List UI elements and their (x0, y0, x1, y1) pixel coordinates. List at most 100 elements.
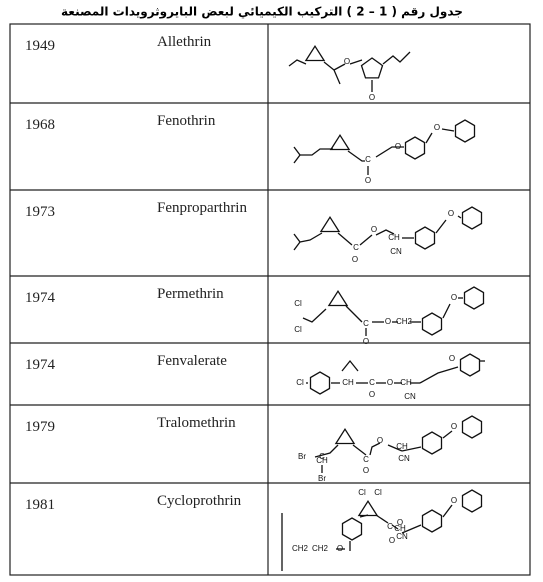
bond (442, 303, 451, 319)
atom-label: O (451, 496, 457, 505)
bond (414, 226, 436, 250)
year: 1973 (25, 204, 55, 220)
atom-label: O (395, 142, 401, 151)
bond (421, 312, 443, 336)
bond (349, 59, 363, 65)
bond (323, 61, 341, 85)
atom-label: O (387, 378, 393, 387)
bond (442, 504, 453, 518)
bond (442, 430, 453, 439)
bond (457, 215, 462, 219)
bond (345, 305, 363, 323)
bond (352, 444, 367, 456)
bond (463, 286, 485, 310)
atom-label: Cl (296, 378, 304, 387)
year: 1968 (25, 117, 55, 133)
bond (375, 146, 404, 158)
year: 1981 (25, 497, 55, 513)
atom-label: C (363, 455, 369, 464)
compound-name: Fenothrin (157, 113, 216, 129)
atom-label: O (344, 57, 350, 66)
atom-label: O (448, 209, 454, 218)
atom-label: O (434, 123, 440, 132)
structure: OO (288, 44, 411, 102)
compound-name: Tralomethrin (157, 415, 236, 431)
year: 1949 (25, 38, 55, 54)
atom-label: O (369, 390, 375, 399)
bond (461, 206, 483, 230)
atom-label: O (449, 354, 455, 363)
atom-label: CH (388, 233, 400, 242)
atom-label: O (369, 93, 375, 102)
atom-label: C (363, 319, 369, 328)
atom-label: O (451, 293, 457, 302)
bond (404, 136, 426, 160)
year: 1974 (25, 290, 56, 306)
bond (459, 353, 481, 377)
atom-label: CH (394, 524, 406, 533)
compound-name: Fenvalerate (157, 353, 227, 369)
atom-label: C (369, 378, 375, 387)
bond (309, 371, 331, 395)
bond (329, 133, 351, 151)
bond (387, 444, 403, 452)
atom-label: C (387, 522, 393, 531)
compound-name: Fenproparthrin (157, 200, 247, 216)
bond (314, 444, 339, 458)
bond (454, 119, 476, 143)
bond (337, 232, 353, 246)
bond (421, 509, 443, 533)
atom-label: O (337, 544, 343, 553)
atom-label: Br (298, 452, 306, 461)
bond (359, 234, 373, 246)
bond (304, 44, 326, 62)
atom-label: O (389, 536, 395, 545)
bond (341, 517, 363, 541)
atom-label: CH (400, 378, 412, 387)
bond (401, 524, 422, 534)
bond (299, 232, 323, 243)
bond (300, 148, 333, 156)
atom-label: CH2 (292, 544, 309, 553)
structure: C O O O (293, 119, 476, 185)
atom-label: C (365, 155, 371, 164)
bond (333, 63, 346, 71)
atom-label: CH (342, 378, 354, 387)
bond (375, 229, 395, 236)
atom-label: Cl (374, 488, 382, 497)
bond (461, 415, 483, 439)
bond (375, 514, 389, 524)
bond (293, 154, 301, 164)
atom-label: O (377, 436, 383, 445)
atom-label: O (363, 337, 369, 346)
bond (359, 514, 369, 518)
atom-label: C (319, 452, 325, 461)
atom-label: CN (398, 454, 410, 463)
bond (441, 128, 455, 132)
atom-label: O (385, 317, 391, 326)
year: 1979 (25, 419, 55, 435)
atom-label: CN (390, 247, 402, 256)
bond (347, 150, 365, 162)
bond (293, 241, 301, 251)
bond (357, 499, 379, 517)
bond (319, 215, 341, 233)
atom-label: O (371, 225, 377, 234)
compound-name: Cycloprothrin (157, 493, 242, 509)
atom-label: Cl (358, 488, 366, 497)
bond (293, 233, 301, 243)
atom-label: O (397, 518, 403, 527)
atom-label: C (353, 243, 359, 252)
bond (341, 359, 359, 372)
compound-name: Allethrin (157, 34, 212, 50)
atom-label: O (451, 422, 457, 431)
atom-label: CH2 (312, 544, 329, 553)
atom-label: CN (404, 392, 416, 401)
atom-label: Cl (294, 299, 302, 308)
atom-label: O (352, 255, 358, 264)
